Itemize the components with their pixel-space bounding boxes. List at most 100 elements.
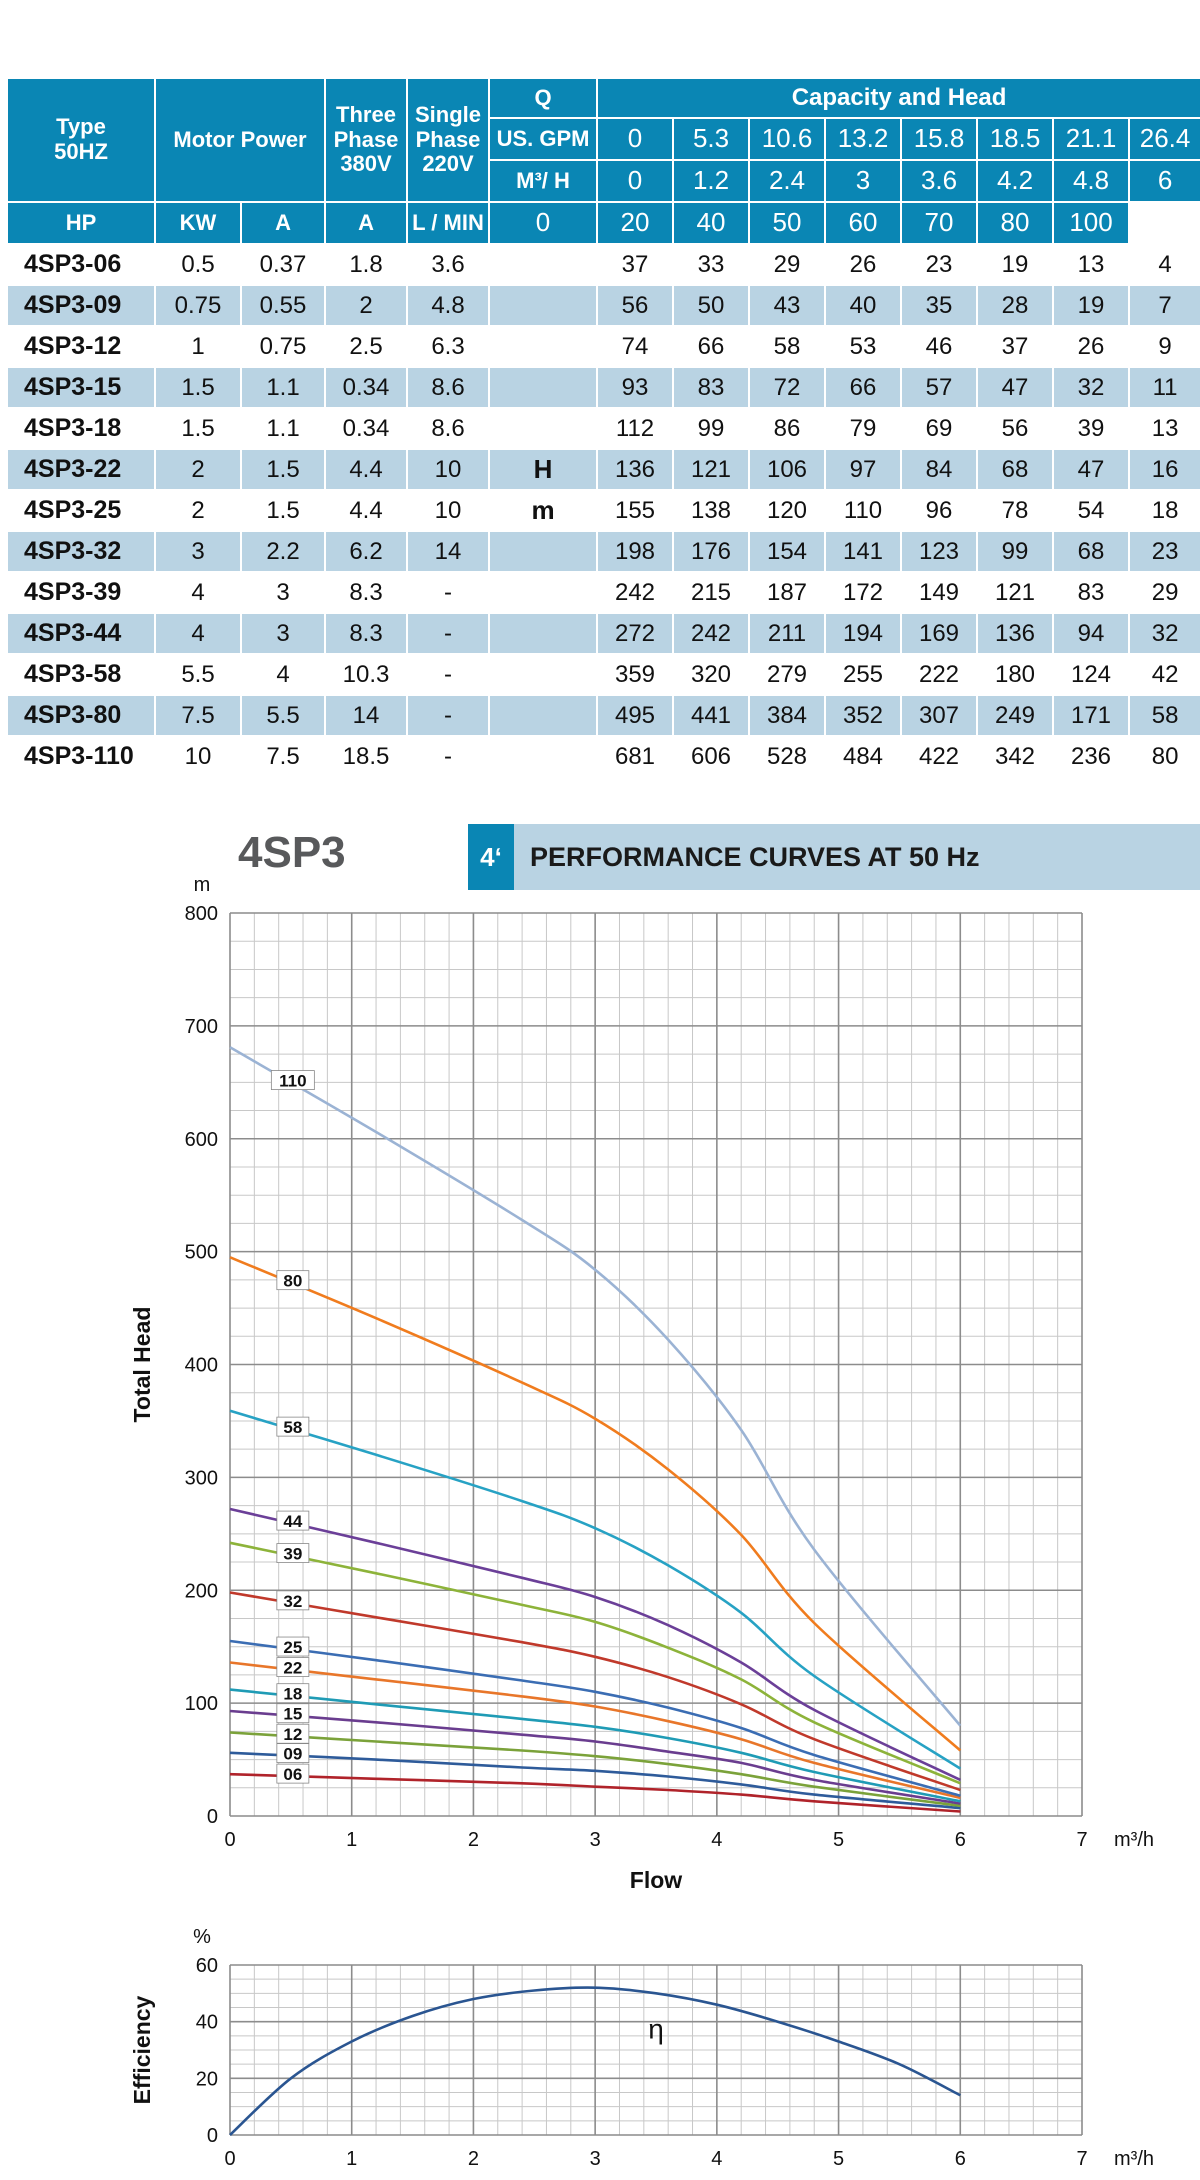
pump-type: 4SP3-25 — [6, 489, 156, 532]
current-three-phase: 0.34 — [324, 366, 409, 409]
curve-110 — [229, 1046, 962, 1727]
q-blank-cell — [488, 284, 599, 327]
eff-y-unit: % — [193, 1926, 211, 1948]
perf-x-unit: m³/h — [1114, 1829, 1154, 1851]
head-value: 39 — [1052, 407, 1131, 450]
curve-label-32: 32 — [283, 1592, 302, 1611]
head-value: 124 — [1052, 653, 1131, 696]
head-value: 58 — [748, 325, 827, 368]
head-value: 50 — [672, 284, 751, 327]
flow-m3h-cell: 4.8 — [1052, 159, 1131, 203]
curve-label-box — [276, 1543, 310, 1563]
motor-hp: 0.75 — [154, 284, 242, 327]
efficiency-eta-label: η — [648, 2014, 664, 2045]
flow-lmin-cell: 70 — [900, 201, 979, 245]
table-row: 4SP3-32 3 2.2 6.2 14 198 176 154 141 123 99 68 23 — [6, 530, 1200, 573]
q-blank-cell — [488, 325, 599, 368]
perf-x-tick: 3 — [590, 1829, 601, 1851]
curve-39 — [229, 1541, 961, 1785]
pump-type: 4SP3-80 — [6, 694, 156, 737]
current-single-phase: - — [406, 653, 491, 696]
current-single-phase: 4.8 — [406, 284, 491, 327]
pump-type: 4SP3-44 — [6, 612, 156, 655]
head-value: 68 — [976, 448, 1055, 491]
perf-x-tick: 6 — [955, 1829, 966, 1851]
q-blank-cell — [488, 407, 599, 450]
curve-44 — [229, 1507, 961, 1782]
flow-m3h-cell: 3.6 — [900, 159, 979, 203]
banner-title: PERFORMANCE CURVES AT 50 Hz — [530, 842, 980, 872]
table-row: 4SP3-12 1 0.75 2.5 6.3 74 66 58 53 46 37 26 9 — [6, 325, 1200, 368]
current-three-phase: 2.5 — [324, 325, 409, 368]
motor-hp: 4 — [154, 571, 242, 614]
curve-22 — [229, 1661, 961, 1800]
head-value: 47 — [1052, 448, 1131, 491]
head-value: 58 — [1128, 694, 1200, 737]
header-three-phase: Three Phase 380V — [324, 77, 409, 203]
head-value: 138 — [672, 489, 751, 532]
head-value: 136 — [976, 612, 1055, 655]
head-value: 99 — [672, 407, 751, 450]
motor-hp: 1.5 — [154, 366, 242, 409]
head-value: 149 — [900, 571, 979, 614]
current-three-phase: 10.3 — [324, 653, 409, 696]
flow-gpm-cell: 18.5 — [976, 117, 1055, 161]
head-value: 9 — [1128, 325, 1200, 368]
performance-banner: 4ʻ PERFORMANCE CURVES AT 50 Hz — [468, 824, 1200, 890]
head-value: 606 — [672, 735, 751, 778]
current-three-phase: 4.4 — [324, 489, 409, 532]
pump-type: 4SP3-06 — [6, 243, 156, 286]
motor-kw: 7.5 — [239, 735, 327, 778]
head-value: 171 — [1052, 694, 1131, 737]
head-value: 194 — [824, 612, 903, 655]
flow-gpm-cell: 21.1 — [1052, 117, 1131, 161]
q-blank-cell — [488, 612, 599, 655]
curve-label-box — [276, 1703, 310, 1724]
pump-type: 4SP3-22 — [6, 448, 156, 491]
curve-label-box — [276, 1683, 310, 1704]
perf-x-tick: 7 — [1076, 1829, 1087, 1851]
motor-hp: 1 — [154, 325, 242, 368]
q-blank-cell — [488, 530, 599, 573]
header-unit-lmin: L / MIN — [406, 201, 491, 245]
motor-hp: 0.5 — [154, 243, 242, 286]
perf-y-tick: 400 — [185, 1355, 218, 1377]
head-value: 106 — [748, 448, 827, 491]
table-row: 4SP3-18 1.5 1.1 0.34 8.6 112 99 86 79 69 56 39 13 — [6, 407, 1200, 450]
motor-kw: 5.5 — [239, 694, 327, 737]
head-value: 32 — [1128, 612, 1200, 655]
q-blank-cell — [488, 694, 599, 737]
head-value: 46 — [900, 325, 979, 368]
head-value: 56 — [976, 407, 1055, 450]
curve-12 — [229, 1731, 961, 1808]
current-three-phase: 14 — [324, 694, 409, 737]
header-capacity-head: Capacity and Head — [596, 77, 1200, 119]
eff-x-tick: 2 — [468, 2148, 479, 2170]
curve-09 — [229, 1751, 961, 1810]
head-value: 359 — [596, 653, 675, 696]
head-value: 384 — [748, 694, 827, 737]
perf-y-unit: m — [194, 874, 211, 896]
q-blank-cell — [488, 653, 599, 696]
motor-hp: 4 — [154, 612, 242, 655]
head-value: 272 — [596, 612, 675, 655]
curve-80 — [229, 1256, 962, 1752]
head-value: 74 — [596, 325, 675, 368]
curve-label-box — [276, 1270, 310, 1291]
head-value: 16 — [1128, 448, 1200, 491]
head-value: 249 — [976, 694, 1055, 737]
table-row: 4SP3-22 2 1.5 4.4 10 H 136 121 106 97 84 68 47 16 — [6, 448, 1200, 491]
pump-type: 4SP3-110 — [6, 735, 156, 778]
motor-hp: 1.5 — [154, 407, 242, 450]
current-three-phase: 6.2 — [324, 530, 409, 573]
model-title: 4SP3 — [238, 828, 346, 877]
eff-y-tick: 60 — [196, 1955, 218, 1977]
table-row: 4SP3-06 0.5 0.37 1.8 3.6 37 33 29 26 23 19 13 4 — [6, 243, 1200, 286]
head-value: 4 — [1128, 243, 1200, 286]
eff-x-tick: 5 — [833, 2148, 844, 2170]
perf-y-tick: 600 — [185, 1129, 218, 1151]
current-single-phase: 3.6 — [406, 243, 491, 286]
head-value: 23 — [900, 243, 979, 286]
motor-kw: 1.1 — [239, 407, 327, 450]
curve-32 — [229, 1591, 961, 1792]
